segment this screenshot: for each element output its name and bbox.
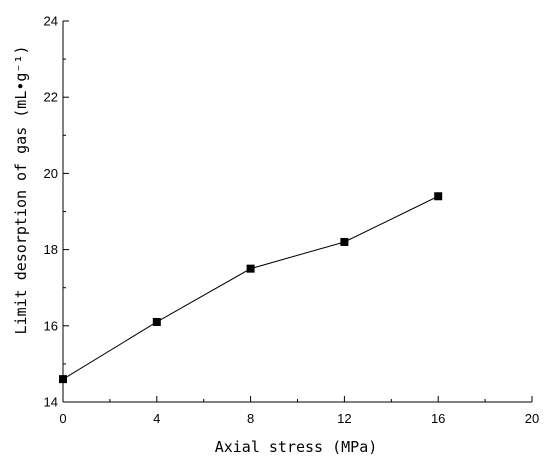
data-point xyxy=(434,192,443,201)
data-point xyxy=(340,237,349,246)
series-line xyxy=(62,195,439,380)
y-axis-ticks: 14 16 18 20 22 24 xyxy=(44,14,69,410)
y-tick-label: 24 xyxy=(44,14,58,29)
x-tick-label: 0 xyxy=(59,411,66,426)
data-point xyxy=(152,317,161,326)
axes xyxy=(62,21,532,403)
x-tick-label: 20 xyxy=(525,411,539,426)
x-tick-label: 8 xyxy=(247,411,254,426)
x-tick-label: 12 xyxy=(337,411,351,426)
y-tick-label: 20 xyxy=(44,166,58,181)
x-axis-title: Axial stress (MPa) xyxy=(215,438,378,456)
data-series xyxy=(59,192,443,384)
data-point xyxy=(246,264,255,273)
x-axis-ticks: 0 4 8 12 16 20 xyxy=(59,396,539,426)
x-tick-label: 4 xyxy=(153,411,160,426)
y-tick-label: 18 xyxy=(44,242,58,257)
y-tick-label: 22 xyxy=(44,90,58,105)
y-tick-label: 16 xyxy=(44,318,58,333)
data-point xyxy=(59,375,67,384)
y-axis-title: Limit desorption of gas (mL•g⁻¹) xyxy=(12,46,30,335)
x-tick-label: 16 xyxy=(431,411,445,426)
y-tick-label: 14 xyxy=(44,395,58,410)
